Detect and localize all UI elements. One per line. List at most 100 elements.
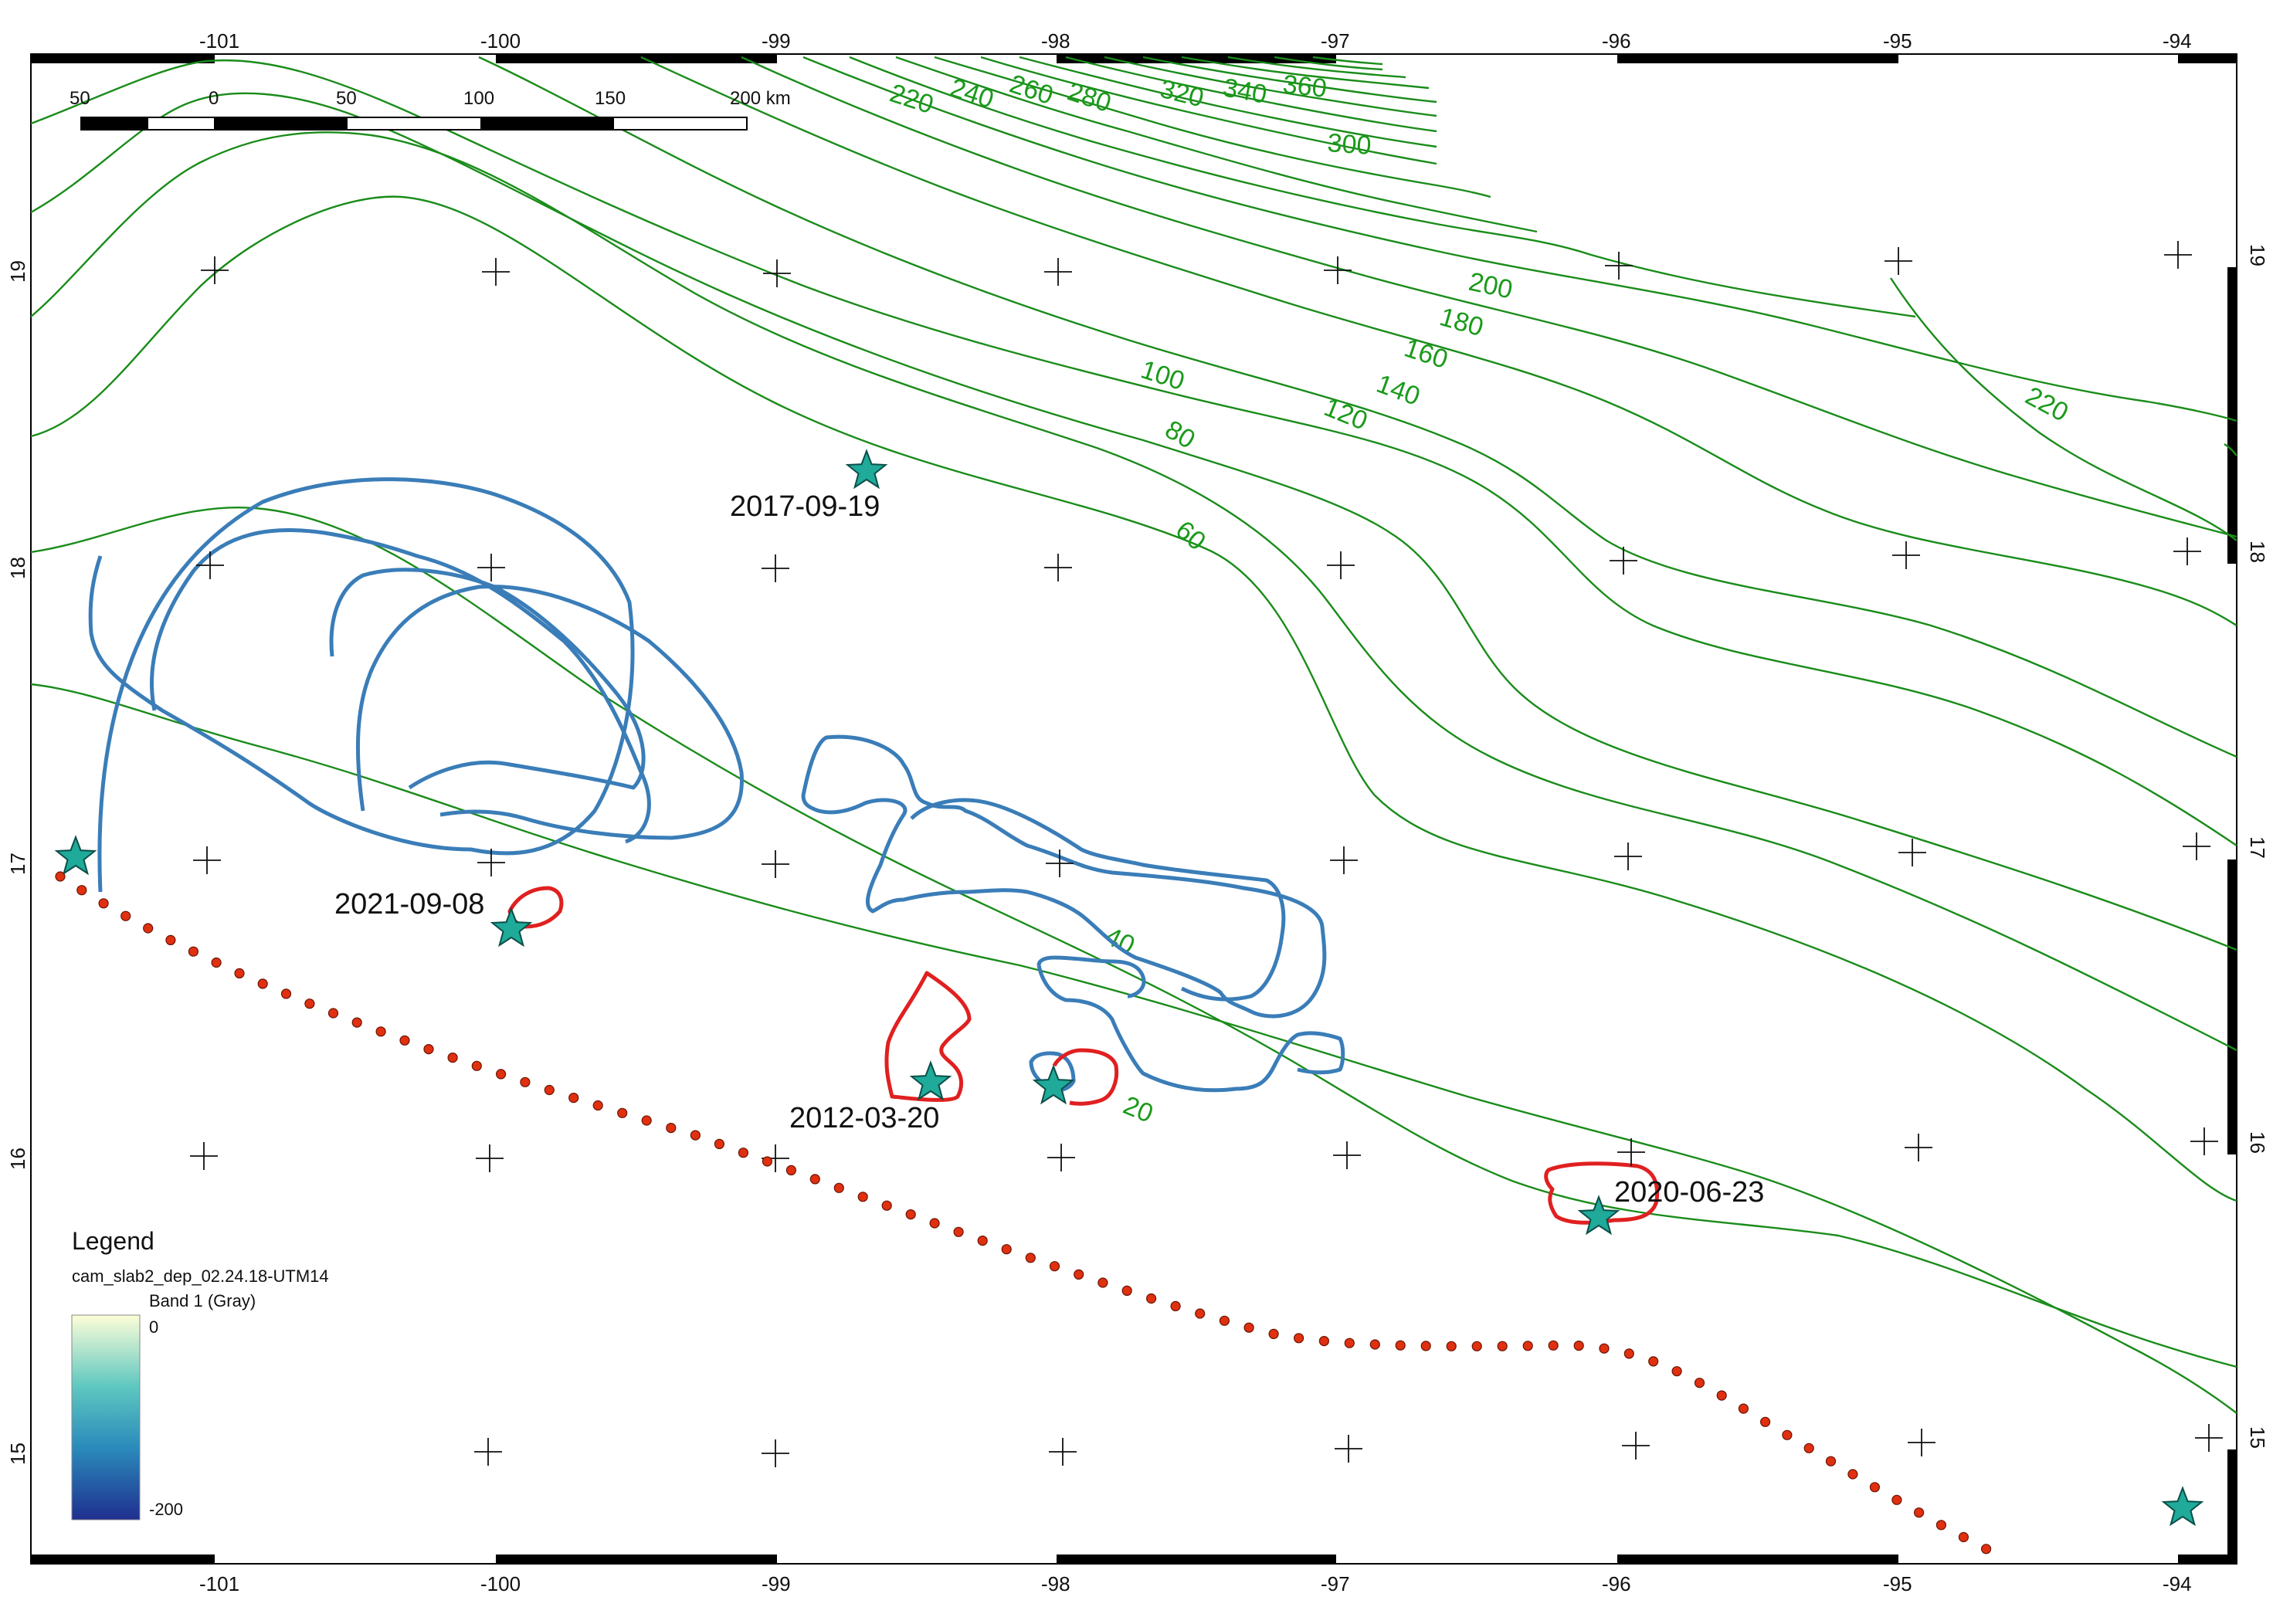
- trench-dot: [1914, 1507, 1925, 1518]
- trench-dot: [666, 1122, 677, 1134]
- lon-tick-top: -101: [199, 29, 239, 53]
- graticule-cross: [1333, 1141, 1361, 1169]
- trench-dot: [977, 1235, 988, 1246]
- graticule-cross: [190, 1142, 218, 1170]
- lon-tick-top: -98: [1041, 29, 1070, 53]
- legend-layer-name: cam_slab2_dep_02.24.18-UTM14: [72, 1266, 329, 1286]
- lon-tick-top: -97: [1321, 29, 1350, 53]
- lat-tick-right: 16: [2246, 1131, 2269, 1154]
- trench-dot: [833, 1182, 844, 1193]
- trench-dot: [1573, 1340, 1584, 1351]
- trench-dot: [1599, 1343, 1610, 1354]
- graticule-cross: [762, 554, 789, 582]
- graticule-cross: [1044, 554, 1072, 581]
- epicenter-star[interactable]: [1577, 1195, 1620, 1236]
- trench-dot: [592, 1100, 603, 1111]
- trench-dot: [1025, 1253, 1036, 1263]
- trench-dot: [1671, 1366, 1682, 1377]
- lat-tick-left: 18: [6, 557, 29, 579]
- lon-tick-top: -94: [2163, 29, 2192, 53]
- contour-label: 360: [1281, 70, 1328, 103]
- contour-label: 280: [1064, 76, 1115, 118]
- graticule-cross: [2183, 832, 2210, 860]
- legend-band-name: Band 1 (Gray): [149, 1291, 256, 1310]
- trench-dot: [399, 1035, 410, 1046]
- trench-dot: [1369, 1339, 1380, 1350]
- trench-dot: [714, 1138, 725, 1150]
- trench-dot: [1268, 1328, 1279, 1340]
- scale-label: 100: [463, 88, 494, 109]
- graticule-cross: [1605, 252, 1633, 280]
- trench-dot: [1243, 1322, 1254, 1333]
- lon-tick-bottom: -99: [762, 1572, 791, 1595]
- trench-dot: [1074, 1269, 1084, 1280]
- event-date-label: 2017-09-19: [730, 490, 880, 523]
- graticule-cross: [2164, 241, 2192, 269]
- scale-label: 150: [595, 88, 626, 109]
- contour-label: 160: [1401, 333, 1452, 375]
- trench-dot: [165, 934, 176, 946]
- lon-tick-bottom: -100: [480, 1572, 521, 1595]
- epicenter-star[interactable]: [54, 835, 97, 876]
- trench-dot: [327, 1008, 339, 1019]
- legend: Legend cam_slab2_dep_02.24.18-UTM14 Band…: [71, 1227, 329, 1521]
- trench-dot: [762, 1156, 773, 1167]
- graticule-cross: [2190, 1127, 2218, 1155]
- lon-tick-top: -100: [480, 29, 521, 53]
- graticule-cross: [1047, 1144, 1075, 1171]
- lon-tick-top: -95: [1883, 29, 1912, 53]
- contour-label: 220: [887, 78, 938, 120]
- trench-dot: [351, 1017, 362, 1028]
- trench-dot: [1293, 1333, 1304, 1344]
- lon-tick-top: -99: [762, 29, 791, 53]
- epicenter-star[interactable]: [845, 449, 888, 490]
- trench-dot: [905, 1209, 916, 1220]
- contour-label: 260: [1006, 69, 1057, 110]
- legend-min-value: -200: [149, 1500, 183, 1519]
- trench-dot: [257, 978, 268, 989]
- lat-tick-right: 19: [2246, 244, 2269, 266]
- trench-dot: [120, 910, 131, 921]
- graticule-cross: [1330, 846, 1358, 874]
- graticule-cross: [1049, 1438, 1077, 1466]
- graticule-cross: [474, 1438, 502, 1466]
- epicenter-star[interactable]: [490, 907, 533, 948]
- graticule-cross: [482, 258, 510, 286]
- trench-dot: [544, 1084, 555, 1096]
- trench-dot: [1958, 1531, 1969, 1543]
- epicenter-star[interactable]: [1032, 1064, 1075, 1105]
- scale-label: 0: [209, 88, 219, 109]
- contour-label: 80: [1160, 415, 1200, 455]
- scale-label: 50: [70, 88, 90, 109]
- trench-dot: [1344, 1338, 1355, 1348]
- scale-label: 200 km: [730, 88, 791, 109]
- epicenter-star[interactable]: [909, 1060, 952, 1101]
- legend-title: Legend: [72, 1227, 154, 1255]
- trench-dot: [211, 957, 222, 968]
- epicenter-star[interactable]: [2161, 1486, 2204, 1527]
- graticule-cross: [1617, 1138, 1645, 1166]
- map-frame: [30, 53, 2237, 1565]
- graticule-cross: [1622, 1432, 1650, 1460]
- graticule-cross: [1046, 849, 1074, 877]
- contour-label: 200: [1466, 267, 1515, 305]
- trench-dot: [471, 1060, 482, 1071]
- trench-dot: [1847, 1469, 1858, 1480]
- trench-dot: [1935, 1520, 1946, 1531]
- contour-label: 20: [1119, 1090, 1157, 1128]
- trench-dot: [98, 898, 109, 909]
- lat-tick-right: 18: [2246, 541, 2269, 563]
- trench-dot: [495, 1069, 507, 1080]
- contour-label-group: 220 240 260 280 320 340 360 300 200 180 …: [887, 69, 2074, 1128]
- trench-dot: [1446, 1341, 1457, 1351]
- trench-dot: [1825, 1456, 1837, 1466]
- trench-dot: [953, 1226, 964, 1237]
- graticule-cross: [1614, 843, 1642, 870]
- contour-label: 100: [1138, 354, 1189, 396]
- graticule-cross: [476, 1144, 504, 1172]
- event-date-label: 2021-09-08: [334, 888, 484, 920]
- graticule-cross: [477, 849, 505, 876]
- trench-dot: [234, 968, 245, 979]
- lon-tick-bottom: -98: [1041, 1572, 1070, 1595]
